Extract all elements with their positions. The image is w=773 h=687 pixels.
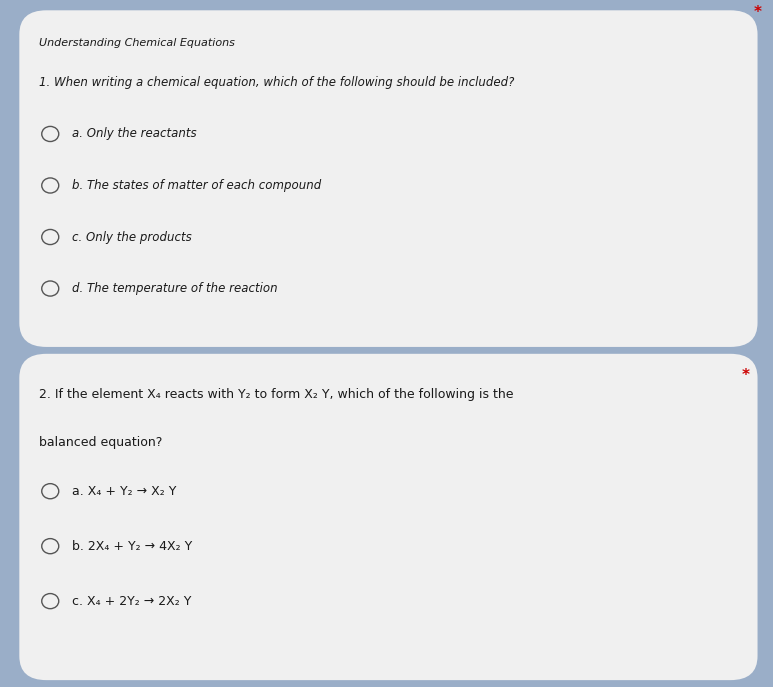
Text: c. X₄ + 2Y₂ → 2X₂ Y: c. X₄ + 2Y₂ → 2X₂ Y	[72, 595, 191, 607]
Text: 2. If the element X₄ reacts with Y₂ to form X₂ Y, which of the following is the: 2. If the element X₄ reacts with Y₂ to f…	[39, 388, 513, 401]
Text: *: *	[742, 368, 750, 383]
Text: balanced equation?: balanced equation?	[39, 436, 162, 449]
FancyBboxPatch shape	[19, 10, 758, 347]
Text: b. 2X₄ + Y₂ → 4X₂ Y: b. 2X₄ + Y₂ → 4X₂ Y	[72, 540, 192, 552]
Text: *: *	[754, 5, 761, 20]
Text: c. Only the products: c. Only the products	[72, 231, 192, 243]
Text: d. The temperature of the reaction: d. The temperature of the reaction	[72, 282, 278, 295]
Text: 1. When writing a chemical equation, which of the following should be included?: 1. When writing a chemical equation, whi…	[39, 76, 514, 89]
FancyBboxPatch shape	[19, 354, 758, 680]
Text: a. Only the reactants: a. Only the reactants	[72, 128, 196, 140]
Text: b. The states of matter of each compound: b. The states of matter of each compound	[72, 179, 321, 192]
Text: Understanding Chemical Equations: Understanding Chemical Equations	[39, 38, 234, 48]
Text: a. X₄ + Y₂ → X₂ Y: a. X₄ + Y₂ → X₂ Y	[72, 485, 176, 497]
